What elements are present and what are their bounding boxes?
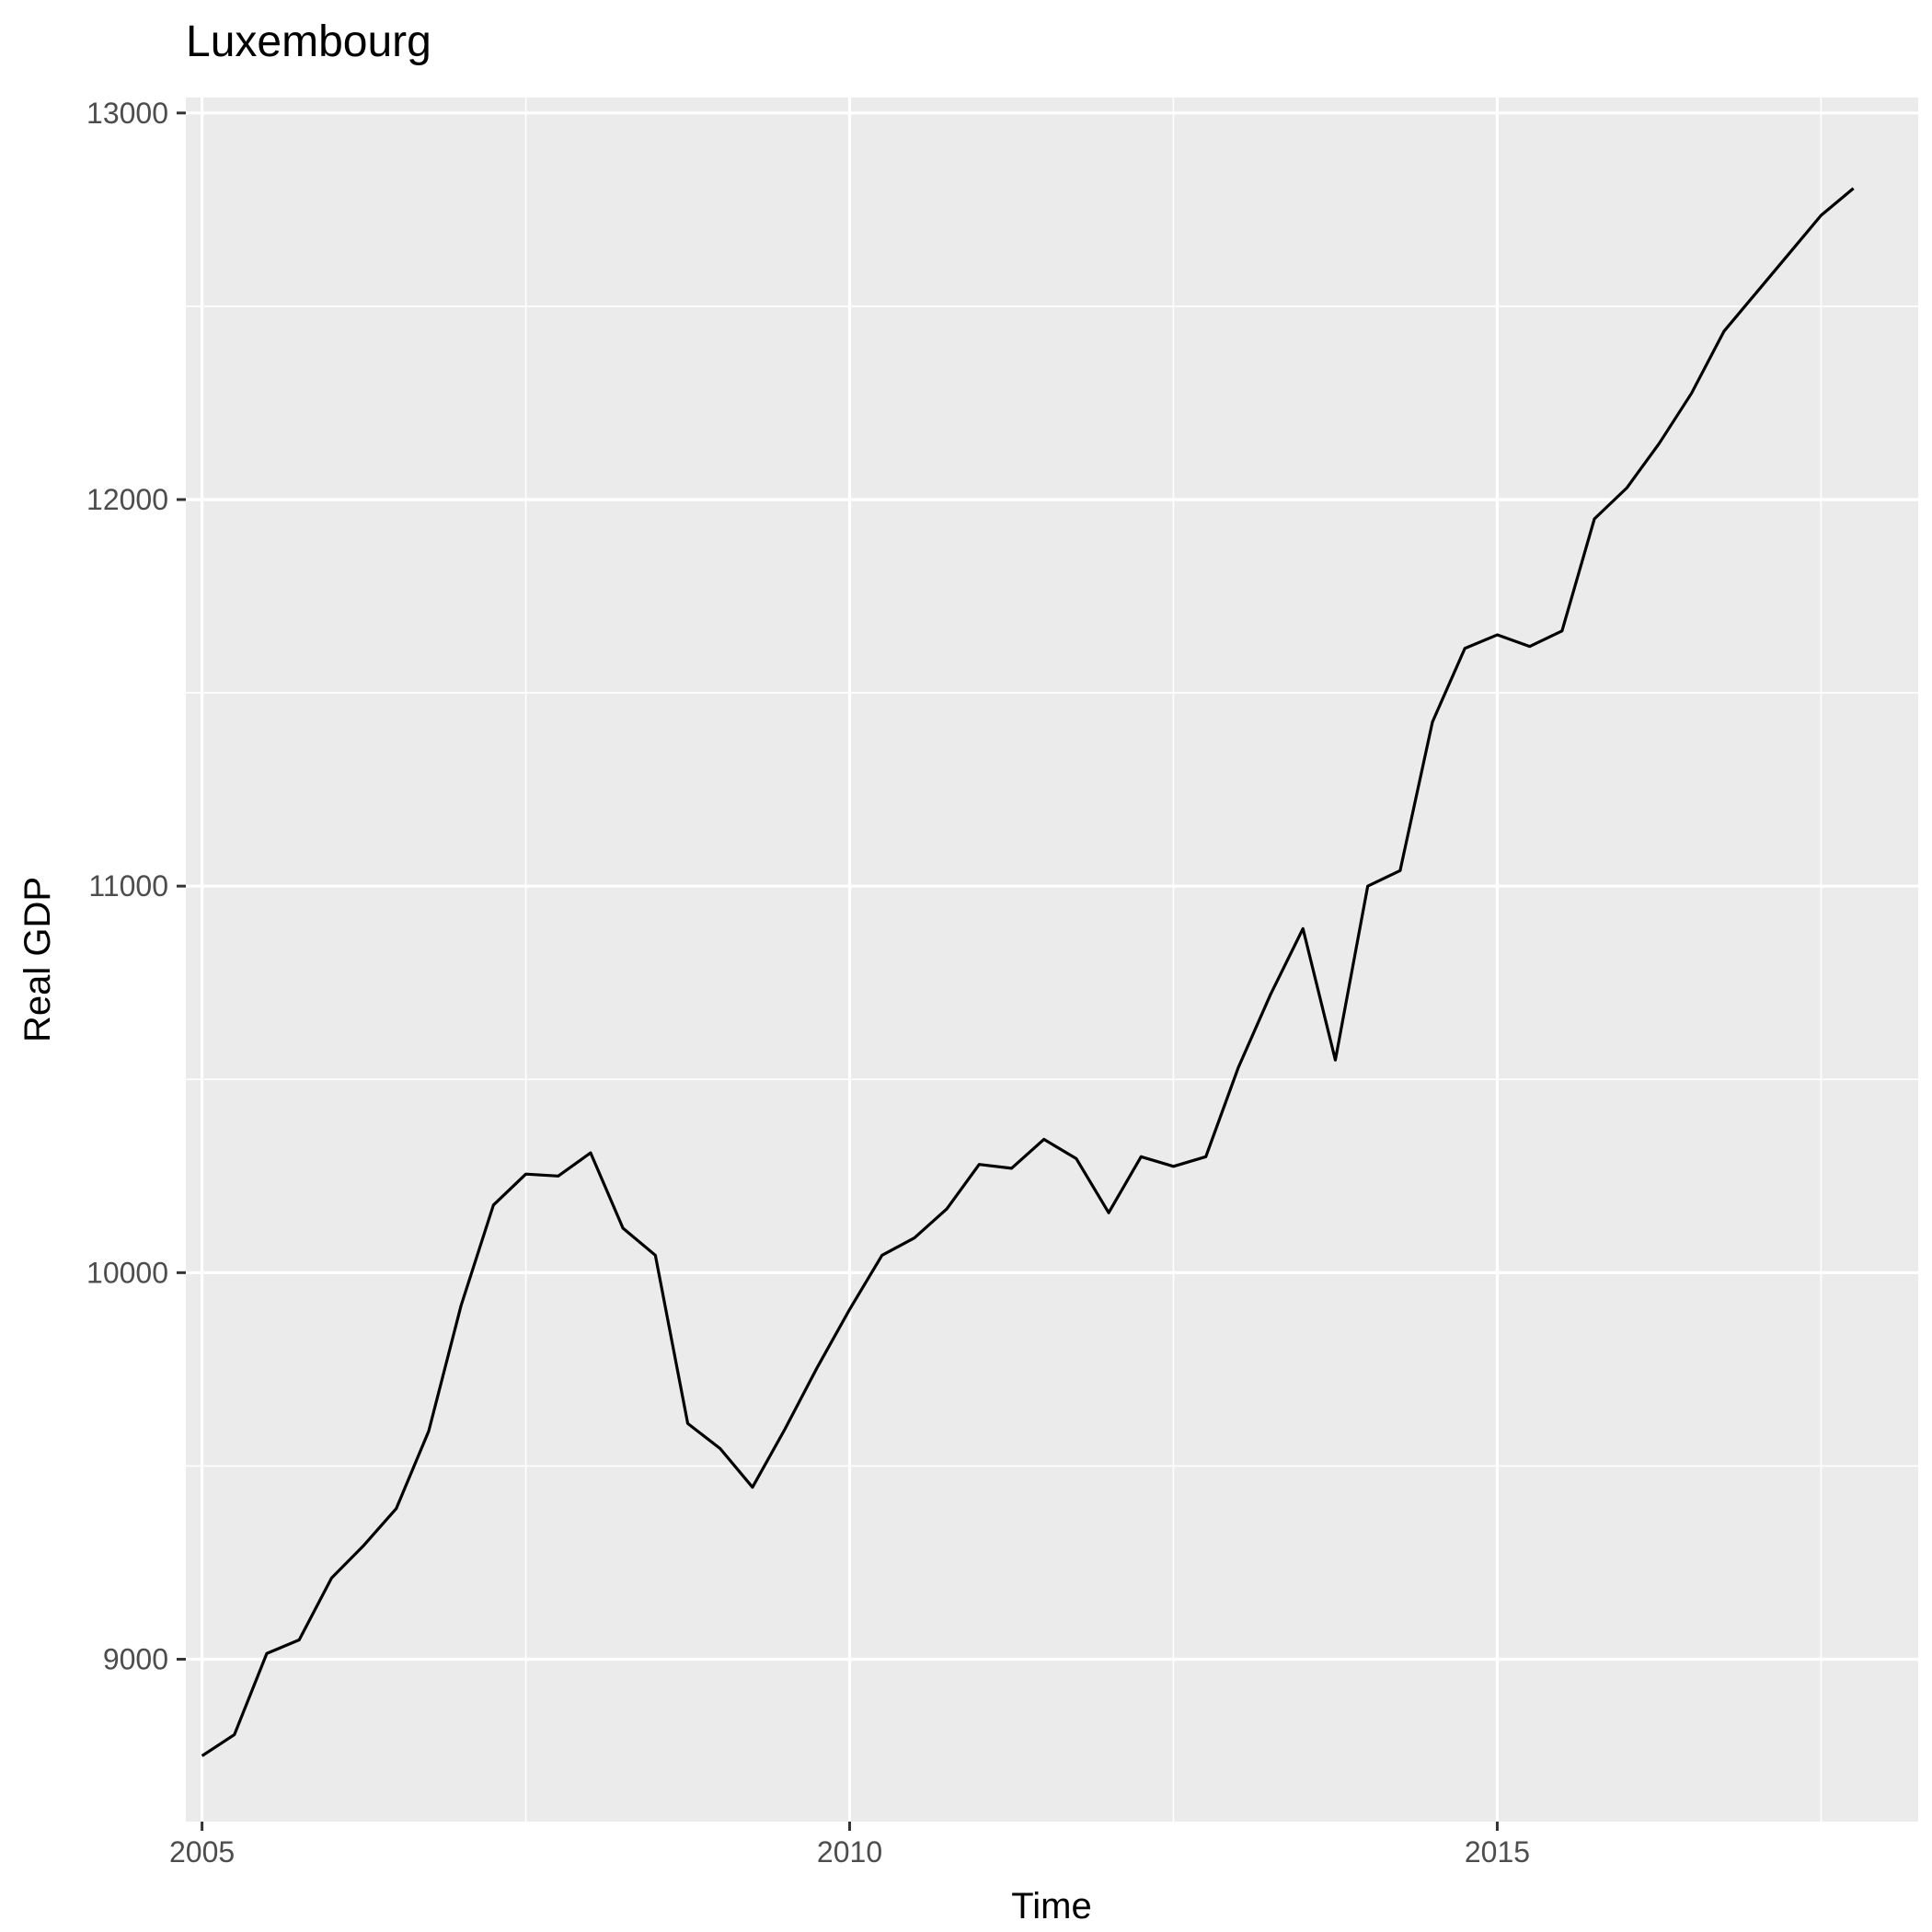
major-gridlines bbox=[186, 98, 1918, 1822]
series-line bbox=[201, 187, 1855, 1757]
x-axis-title: Time bbox=[1011, 1886, 1091, 1926]
y-tick-label: 13000 bbox=[86, 97, 168, 130]
plot-panel bbox=[186, 98, 1918, 1822]
x-tick-label: 2015 bbox=[1465, 1835, 1530, 1869]
y-tick-label: 12000 bbox=[86, 483, 168, 516]
minor-gridlines bbox=[186, 98, 1918, 1822]
y-tick-label: 9000 bbox=[103, 1643, 168, 1676]
x-tick-label: 2005 bbox=[169, 1835, 235, 1869]
y-axis-title: Real GDP bbox=[17, 877, 58, 1042]
y-tick-label: 11000 bbox=[88, 869, 168, 903]
y-axis: 9000 10000 11000 12000 13000 bbox=[86, 97, 186, 1676]
series-layer bbox=[201, 187, 1855, 1757]
chart-title: Luxembourg bbox=[186, 17, 431, 66]
x-tick-label: 2010 bbox=[817, 1835, 882, 1869]
y-tick-label: 10000 bbox=[86, 1256, 168, 1289]
x-axis: 2005 2010 2015 bbox=[169, 1822, 1530, 1869]
